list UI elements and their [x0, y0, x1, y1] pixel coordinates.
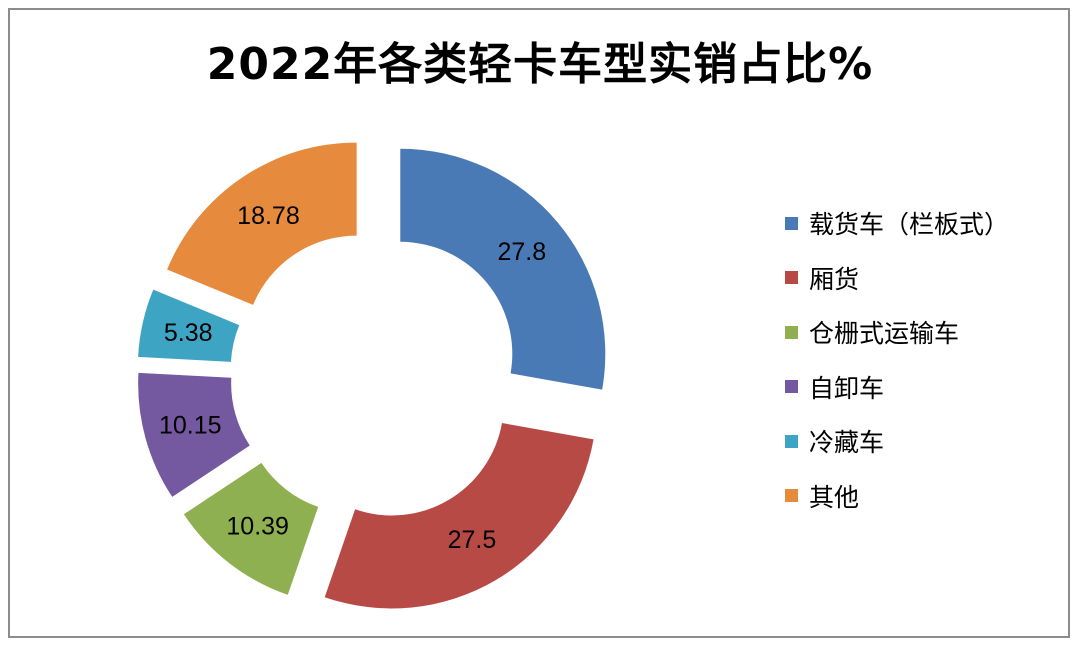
legend-label-3: 自卸车: [809, 373, 885, 403]
legend-label-1: 厢货: [809, 264, 860, 294]
slice-1: [324, 423, 594, 609]
legend: 载货车（栏板式） 厢货仓栅式运输车 自卸车冷藏车其他: [785, 210, 1009, 537]
legend-swatch-3: [785, 380, 798, 393]
slice-label-0: 27.8: [497, 238, 546, 266]
slice-4: [138, 289, 240, 362]
slice-label-1: 27.5: [448, 526, 497, 554]
slice-label-2: 10.39: [226, 512, 289, 540]
legend-swatch-4: [785, 434, 798, 448]
legend-item-0: 载货车（栏板式）: [785, 210, 1009, 239]
slice-label-4: 5.38: [164, 319, 213, 347]
slice-2: [183, 462, 319, 595]
legend-item-4: 冷藏车: [785, 428, 1009, 457]
legend-label-0: 载货车（栏板式）: [809, 210, 1010, 239]
legend-swatch-0: [785, 216, 798, 230]
slice-label-3: 10.15: [159, 411, 222, 439]
legend-swatch-2: [785, 325, 798, 339]
legend-label-2: 仓栅式运输车: [809, 319, 960, 348]
legend-item-3: 自卸车: [785, 374, 1009, 403]
legend-item-1: 厢货: [785, 265, 1009, 294]
chart-title: 2022年各类轻卡车型实销占比%: [206, 39, 874, 90]
legend-label-5: 其他: [809, 482, 860, 512]
legend-swatch-5: [785, 489, 798, 502]
legend-swatch-1: [785, 271, 798, 284]
slice-0: [400, 148, 606, 390]
slice-label-5: 18.78: [237, 202, 300, 230]
slice-5: [167, 142, 357, 305]
legend-item-2: 仓栅式运输车: [785, 319, 1009, 348]
slice-3: [138, 372, 250, 497]
legend-item-5: 其他: [785, 483, 1009, 512]
legend-label-4: 冷藏车: [809, 428, 885, 457]
